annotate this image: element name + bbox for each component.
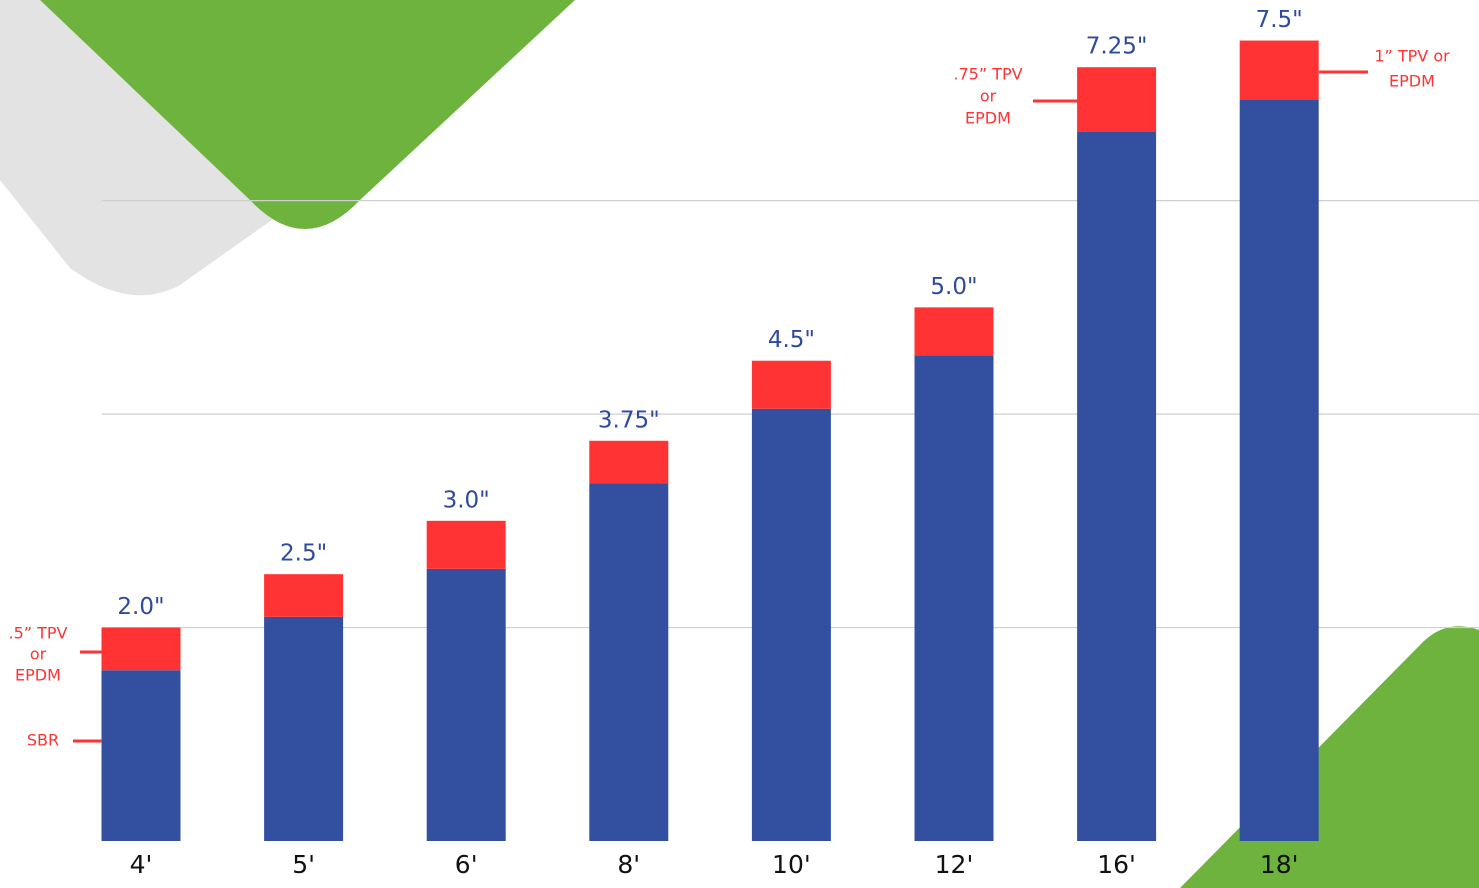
bar-segment — [1239, 99, 1319, 842]
total-label: 4.5" — [768, 327, 815, 353]
annotation-text: 1” TPV or — [1374, 47, 1450, 66]
bar-segment — [914, 307, 994, 356]
x-tick-label: 12' — [935, 850, 974, 879]
annotation-text: .5” TPV — [8, 624, 67, 643]
bar-segment — [914, 355, 994, 841]
bg-shape-green — [40, 0, 575, 229]
total-label: 2.5" — [280, 541, 327, 567]
total-label: 2.0" — [117, 594, 164, 620]
total-label: 7.25" — [1086, 34, 1148, 60]
bar-segment — [751, 408, 831, 841]
bar-segment — [101, 670, 181, 841]
x-tick-label: 16' — [1097, 850, 1136, 879]
total-label: 5.0" — [930, 274, 977, 300]
x-tick-label: 8' — [617, 850, 640, 879]
x-tick-label: 10' — [772, 850, 811, 879]
annotation-text: EPDM — [15, 666, 61, 685]
bar-segment — [101, 627, 181, 671]
x-tick-label: 18' — [1260, 850, 1299, 879]
total-label: 3.0" — [443, 487, 490, 513]
annotation-text: SBR — [27, 731, 59, 750]
bar-segment — [264, 574, 344, 617]
bar-segment — [1077, 67, 1157, 132]
x-tick-label: 4' — [130, 850, 153, 879]
x-tick-label: 5' — [292, 850, 315, 879]
bar-segment — [589, 483, 669, 841]
annotation-text: .75” TPV — [953, 65, 1022, 84]
bar-segment — [589, 440, 669, 484]
annotation-text: EPDM — [965, 109, 1011, 128]
bar-segment — [751, 360, 831, 409]
annotation-text: EPDM — [1389, 72, 1435, 91]
bar-segment — [264, 616, 344, 841]
annotation-text: or — [30, 645, 47, 664]
total-label: 7.5" — [1256, 7, 1303, 33]
x-tick-label: 6' — [455, 850, 478, 879]
bar-segment — [1239, 40, 1319, 100]
bar-segment — [426, 520, 506, 569]
bar-segment — [1077, 131, 1157, 842]
bg-shape-green — [1180, 626, 1479, 888]
total-label: 3.75" — [598, 407, 660, 433]
annotation-text: or — [980, 87, 997, 106]
bar-segment — [426, 568, 506, 841]
